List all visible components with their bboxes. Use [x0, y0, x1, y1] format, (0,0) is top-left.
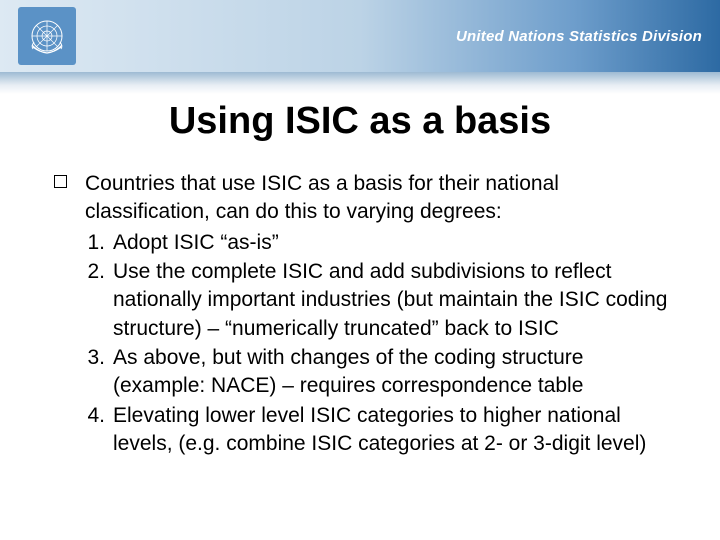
list-item: 1. Adopt ISIC “as-is” [85, 229, 670, 257]
list-text: Use the complete ISIC and add subdivisio… [113, 258, 670, 343]
numbered-list: 1. Adopt ISIC “as-is” 2. Use the complet… [85, 229, 670, 459]
header-bar: United Nations Statistics Division [0, 0, 720, 72]
intro-text: Countries that use ISIC as a basis for t… [85, 170, 670, 227]
list-number: 2. [85, 258, 113, 286]
list-item: 2. Use the complete ISIC and add subdivi… [85, 258, 670, 343]
list-item: 4. Elevating lower level ISIC categories… [85, 402, 670, 459]
bullet-square-icon [54, 175, 67, 188]
list-item: 3. As above, but with changes of the cod… [85, 344, 670, 401]
list-text: Elevating lower level ISIC categories to… [113, 402, 670, 459]
list-number: 3. [85, 344, 113, 372]
intro-row: Countries that use ISIC as a basis for t… [54, 170, 670, 227]
logo-wrap [18, 7, 76, 65]
list-number: 1. [85, 229, 113, 257]
un-emblem-icon [22, 11, 72, 61]
un-logo [18, 7, 76, 65]
org-name: United Nations Statistics Division [456, 28, 702, 45]
list-text: Adopt ISIC “as-is” [113, 229, 670, 257]
header-shadow [0, 72, 720, 94]
slide-title: Using ISIC as a basis [0, 100, 720, 143]
list-text: As above, but with changes of the coding… [113, 344, 670, 401]
list-number: 4. [85, 402, 113, 430]
slide: United Nations Statistics Division Using… [0, 0, 720, 540]
slide-content: Countries that use ISIC as a basis for t… [54, 170, 670, 458]
